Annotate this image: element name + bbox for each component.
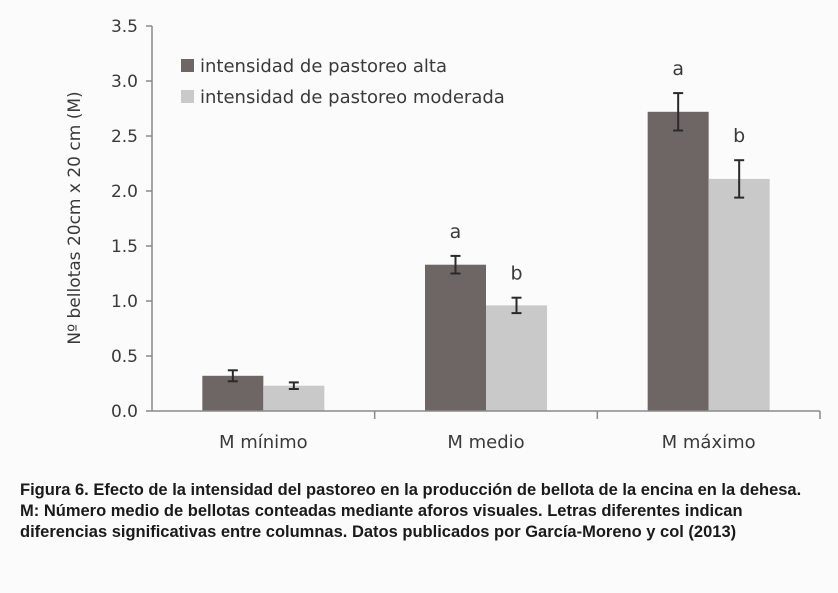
y-tick-label: 0.5	[111, 347, 138, 367]
bar	[486, 305, 547, 411]
bars: a b a b	[202, 58, 770, 412]
y-axis: 0.0 0.5 1.0 1.5 2.0 2.5 3.0 3.5	[111, 17, 153, 422]
bar	[647, 111, 709, 412]
y-tick-label: 3.0	[111, 72, 138, 92]
significance-letter: a	[672, 58, 684, 80]
x-axis: M mínimo M medio M máximo	[152, 410, 821, 453]
bar	[425, 264, 486, 411]
significance-letter: b	[733, 125, 745, 147]
y-tick-label: 1.5	[111, 237, 138, 257]
y-axis-title: Nº bellotas 20cm x 20 cm (M)	[65, 91, 85, 344]
figure-caption: Figura 6. Efecto de la intensidad del pa…	[20, 481, 802, 541]
legend-label: intensidad de pastoreo moderada	[200, 87, 505, 108]
legend-swatch	[181, 90, 194, 103]
y-tick-label: 2.5	[111, 127, 138, 147]
x-category-label: M mínimo	[219, 432, 308, 453]
x-category-label: M medio	[447, 432, 524, 453]
significance-letter: a	[450, 221, 462, 243]
y-tick-label: 0.0	[111, 402, 138, 422]
legend-label: intensidad de pastoreo alta	[200, 56, 447, 77]
y-tick-label: 2.0	[111, 182, 138, 202]
x-category-label: M máximo	[662, 432, 756, 453]
legend: intensidad de pastoreo alta intensidad de…	[181, 56, 505, 108]
y-tick-label: 3.5	[111, 17, 138, 37]
bar	[708, 178, 770, 411]
significance-letter: b	[510, 263, 522, 285]
y-tick-label: 1.0	[111, 292, 138, 312]
legend-swatch	[181, 59, 194, 72]
